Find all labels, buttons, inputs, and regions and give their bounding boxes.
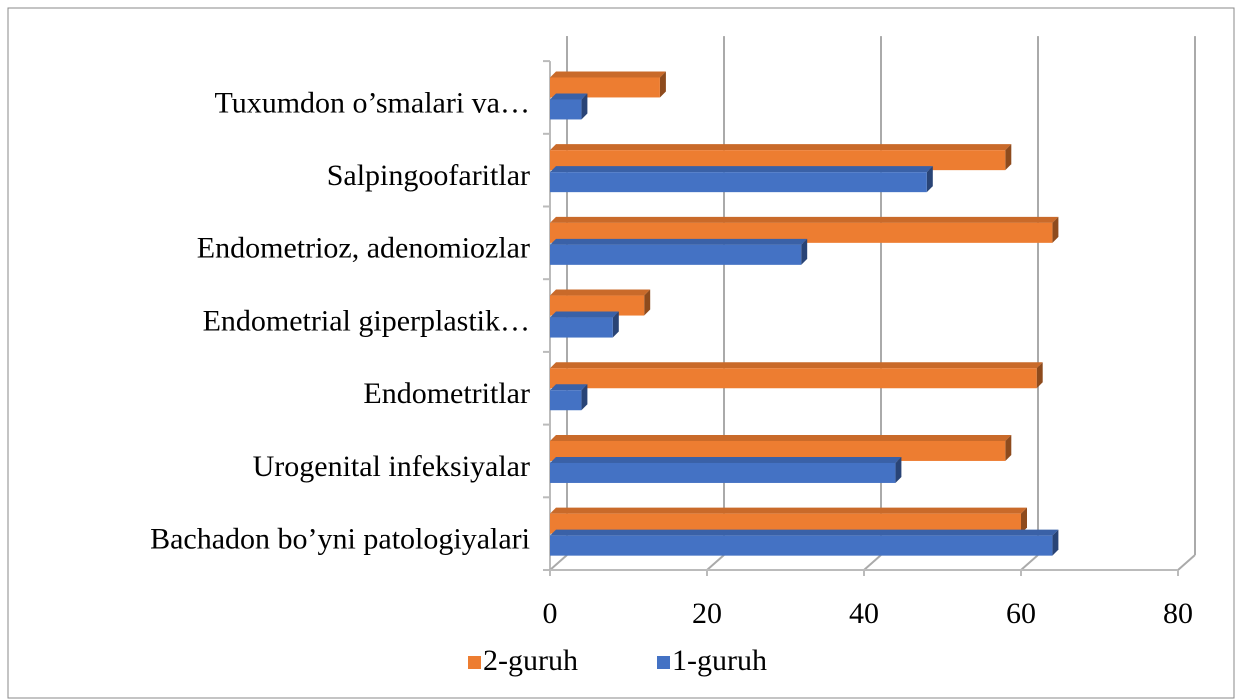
x-tick-label: 60 bbox=[1006, 597, 1036, 630]
bar-top bbox=[550, 93, 588, 100]
bar-top bbox=[550, 529, 1059, 536]
bar-top bbox=[550, 216, 1059, 223]
legend-label: 1-guruh bbox=[672, 644, 767, 677]
legend-swatch bbox=[468, 656, 481, 669]
bar bbox=[550, 535, 1053, 556]
bar-top bbox=[550, 289, 651, 296]
bar-side bbox=[1052, 216, 1059, 243]
bar-top bbox=[550, 238, 808, 245]
bar bbox=[550, 150, 1006, 171]
x-tick-label: 20 bbox=[692, 597, 722, 630]
legend-label: 2-guruh bbox=[483, 644, 578, 677]
bar bbox=[550, 295, 645, 316]
bar bbox=[550, 222, 1053, 243]
bar bbox=[550, 99, 582, 120]
bar-side bbox=[581, 384, 588, 411]
x-tick-label: 40 bbox=[849, 597, 879, 630]
bar-side bbox=[1036, 362, 1043, 389]
bar-top bbox=[550, 384, 588, 391]
bar-side bbox=[895, 456, 902, 483]
bar-top bbox=[550, 166, 933, 173]
y-tick-label: Tuxumdon o’smalari va… bbox=[214, 86, 530, 119]
bar bbox=[550, 244, 802, 265]
y-tick-label: Endometritlar bbox=[363, 377, 530, 410]
bar-side bbox=[1052, 529, 1059, 556]
bar-side bbox=[926, 166, 933, 193]
bar-side bbox=[1005, 144, 1012, 171]
bar-side bbox=[581, 93, 588, 120]
y-tick-label: Salpingoofaritlar bbox=[327, 159, 530, 192]
bar bbox=[550, 368, 1037, 389]
y-tick-label: Endometrioz, adenomiozlar bbox=[197, 232, 530, 265]
floor-grid-line bbox=[1020, 554, 1039, 571]
floor-grid-line bbox=[549, 554, 568, 571]
bar-top bbox=[550, 71, 666, 78]
floor-grid-line bbox=[706, 554, 725, 571]
legend-swatch bbox=[657, 656, 670, 669]
bar-top bbox=[550, 311, 619, 318]
bar bbox=[550, 513, 1021, 534]
bar bbox=[550, 317, 613, 338]
x-tick-label: 80 bbox=[1163, 597, 1193, 630]
y-tick-label: Urogenital infeksiyalar bbox=[253, 450, 530, 483]
x-tick-label: 0 bbox=[543, 597, 558, 630]
floor-grid-line bbox=[863, 554, 882, 571]
bar-side bbox=[612, 311, 619, 338]
bar-side bbox=[644, 289, 651, 316]
bar-top bbox=[550, 507, 1027, 514]
bar-top bbox=[550, 362, 1043, 369]
bar bbox=[550, 462, 896, 483]
bar-top bbox=[550, 456, 902, 463]
y-tick-label: Endometrial giperplastik… bbox=[203, 304, 530, 337]
bar-top bbox=[550, 144, 1012, 151]
bar bbox=[550, 390, 582, 411]
bar bbox=[550, 172, 927, 193]
chart-frame bbox=[7, 7, 1235, 699]
bar bbox=[550, 440, 1006, 461]
bar bbox=[550, 77, 660, 98]
floor-grid-line bbox=[1177, 554, 1196, 571]
bar-side bbox=[1021, 507, 1027, 534]
bar-side bbox=[801, 238, 808, 265]
bar-side bbox=[659, 71, 666, 98]
bar-side bbox=[1005, 434, 1012, 461]
bar-top bbox=[550, 434, 1012, 441]
y-tick-label: Bachadon bo’yni patologiyalari bbox=[150, 523, 530, 556]
